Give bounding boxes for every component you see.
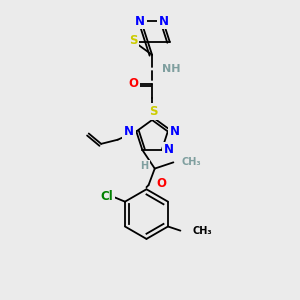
Text: N: N bbox=[164, 143, 174, 156]
Text: O: O bbox=[157, 176, 167, 190]
Text: S: S bbox=[129, 34, 138, 47]
Text: S: S bbox=[149, 105, 158, 118]
Text: N: N bbox=[159, 15, 169, 28]
Text: N: N bbox=[124, 125, 134, 138]
Text: CH₃: CH₃ bbox=[193, 226, 212, 236]
Text: Cl: Cl bbox=[100, 190, 113, 203]
Text: N: N bbox=[170, 125, 180, 138]
Text: H: H bbox=[140, 161, 148, 172]
Text: O: O bbox=[128, 77, 138, 90]
Text: N: N bbox=[135, 15, 145, 28]
Text: NH: NH bbox=[162, 64, 181, 74]
Text: CH₃: CH₃ bbox=[182, 158, 201, 167]
